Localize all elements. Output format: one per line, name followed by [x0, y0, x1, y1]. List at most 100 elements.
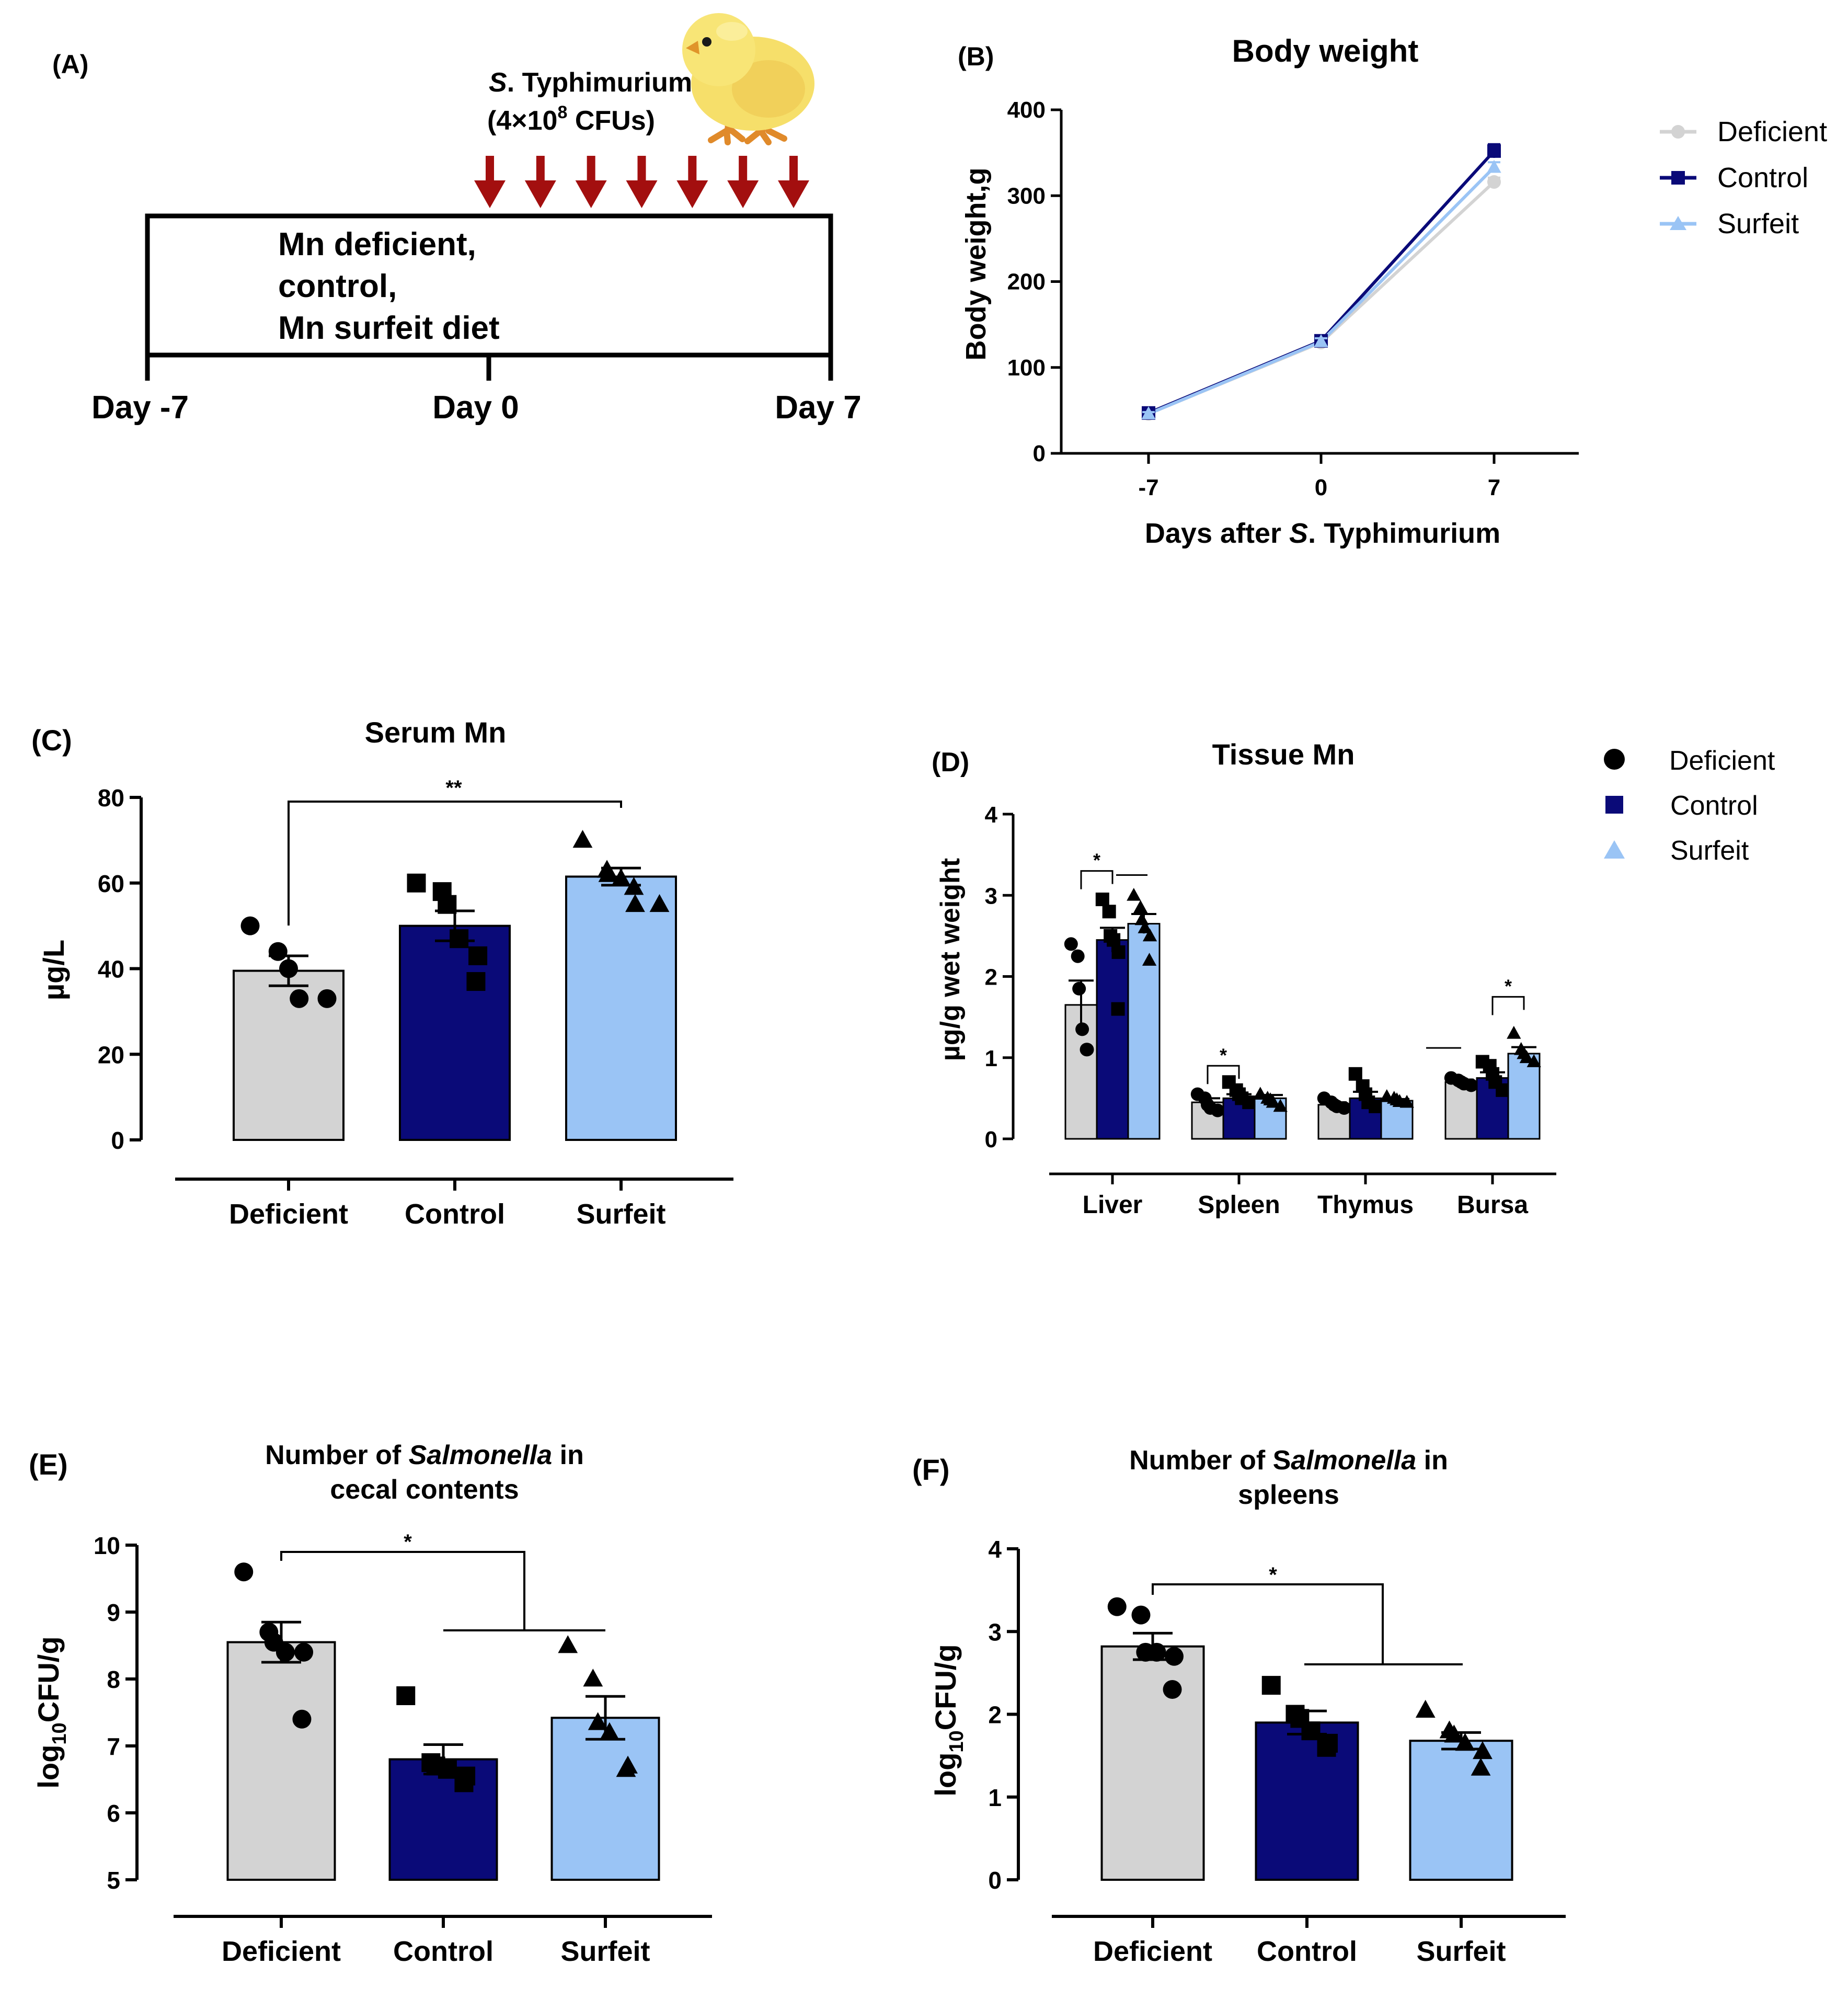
chart-e-ylabel-post: CFU/g [32, 1636, 65, 1722]
chart-b-xlabel-pre: Days after [1145, 518, 1289, 549]
chart-d-data-point [1266, 1094, 1280, 1108]
chart-d-data-point [1242, 1095, 1256, 1110]
legend-b-surfeit-label: Surfeit [1717, 208, 1799, 239]
chart-e-data-point [454, 1773, 474, 1792]
legend-d-deficient-label: Deficient [1669, 746, 1775, 776]
chart-d-significance-label: * [1093, 850, 1100, 871]
chart-b-ylabel: Body weight,g [960, 168, 992, 361]
chart-d-x-tick-label: Bursa [1457, 1191, 1528, 1219]
chart-e-data-point [396, 1686, 416, 1705]
chart-e-data-point [294, 1642, 314, 1662]
chart-f-significance-label: * [1269, 1563, 1277, 1586]
chart-d-legend: Deficient Control Surfeit [1604, 746, 1775, 866]
panel-c-serum-mn: (C) Serum Mn µg/L 0 20 40 60 80 Deficient Cont… [31, 716, 733, 1230]
chart-d-bar [1096, 939, 1129, 1140]
chart-b-y-tick-label: 300 [1007, 183, 1046, 209]
chart-b-point [1487, 159, 1501, 173]
chart-b-point [1487, 144, 1501, 158]
chart-b-x-tick-label: 7 [1488, 475, 1500, 500]
chart-e-y-tick-label: 8 [107, 1666, 120, 1693]
chart-d-y-tick-label: 1 [985, 1046, 997, 1071]
chart-e-x-tick-label: Surfeit [560, 1936, 650, 1967]
chart-f-bar [1100, 1645, 1205, 1881]
chart-d-data-point [1507, 1025, 1521, 1039]
chart-d-x-tick-label: Spleen [1198, 1191, 1280, 1219]
chart-f-data-point [1261, 1676, 1281, 1695]
chart-e-y-tick-label: 5 [107, 1867, 120, 1894]
chart-e-ylabel-sub: 10 [49, 1722, 71, 1744]
chart-d-data-point [1526, 1054, 1541, 1067]
diet-line3: Mn surfeit diet [278, 310, 500, 346]
chart-f-title-line1: Number of Salmonella in [1129, 1445, 1448, 1476]
legend-d-control-label: Control [1670, 791, 1758, 821]
chart-e-ylabel-pre: log [32, 1745, 65, 1789]
chart-d-significance-bracket [1207, 1065, 1240, 1084]
panel-a-label: (A) [52, 50, 88, 79]
chart-e-data-point [276, 1642, 295, 1662]
chart-f-data-point [1163, 1680, 1182, 1699]
chart-e-y-tick-label: 6 [107, 1800, 120, 1827]
panel-e-cecal-salmonella: (E) Number of Salmonella in cecal conten… [29, 1440, 712, 1967]
chart-e-plot: 5 6 7 8 9 10 Deficient Control Surfeit * [94, 1530, 712, 1967]
chart-c-data-point [572, 830, 593, 848]
chart-c-data-point [468, 946, 488, 965]
chart-b-xlabel-post: . Typhimurium [1308, 518, 1500, 549]
chart-d-title: Tissue Mn [1212, 738, 1355, 771]
chart-c-bar [399, 924, 511, 1141]
legend-d-control-marker [1605, 796, 1623, 814]
chart-e-data-point [234, 1562, 254, 1582]
chart-f-data-point [1317, 1738, 1336, 1757]
chart-d-significance-label: * [1220, 1044, 1227, 1066]
panel-b-body-weight: (B) Body weight Body weight,g Days after… [958, 33, 1827, 549]
chart-c-plot: 0 20 40 60 80 Deficient Control Surfeit ** [98, 776, 733, 1230]
chart-c-y-tick-label: 20 [98, 1041, 124, 1068]
chart-b-y-tick-label: 400 [1007, 97, 1046, 123]
chart-d-data-point [1133, 900, 1148, 913]
chart-d-data-point [1111, 1002, 1125, 1016]
chart-f-plot: 0 1 2 3 4 Deficient Control Surfeit * [988, 1536, 1566, 1967]
panel-f-spleen-salmonella: (F) Number of Salmonella in spleens log1… [912, 1445, 1566, 1967]
chart-f-y-tick-label: 1 [988, 1784, 1002, 1811]
chart-d-data-point [1127, 887, 1141, 901]
chart-d-data-point [1399, 1094, 1414, 1108]
chart-d-data-point [1142, 953, 1157, 966]
chart-f-data-point [1471, 1757, 1491, 1776]
chart-c-ylabel: µg/L [37, 940, 70, 1000]
chart-d-data-point [1064, 937, 1078, 951]
chart-d-data-point [1075, 1022, 1089, 1036]
legend-b-surfeit-marker [1670, 216, 1686, 230]
chart-d-data-point [1102, 905, 1116, 919]
chart-f-ylabel: log10CFU/g [929, 1644, 968, 1796]
infection-label-line1: S. Typhimurium [489, 67, 692, 98]
legend-d-deficient-marker [1604, 749, 1625, 770]
infection-dose-post: CFUs) [567, 106, 655, 136]
timeline-day-end: Day 7 [775, 390, 861, 426]
chart-d-plot: 0 1 2 3 4 Liver Spleen Thymus Bursa * * * [985, 802, 1556, 1219]
chart-f-data-point [1164, 1647, 1184, 1666]
chart-f-title-italic: almonella [1291, 1445, 1416, 1476]
chart-e-title-line2: cecal contents [330, 1475, 519, 1505]
chart-b-plot: 0 100 200 300 400 -7 0 7 [1007, 97, 1579, 500]
chart-f-y-tick-label: 4 [988, 1536, 1002, 1563]
chart-d-data-point [1273, 1099, 1288, 1112]
legend-b-control-label: Control [1717, 162, 1808, 193]
chart-d-data-point [1111, 945, 1126, 959]
chart-e-x-tick-label: Control [393, 1936, 493, 1967]
chart-d-data-point [1142, 928, 1157, 942]
chart-e-title-italic: Salmonella [409, 1440, 553, 1470]
chart-c-x-tick-label: Control [405, 1198, 505, 1230]
chart-d-x-tick-label: Thymus [1317, 1191, 1414, 1219]
legend-d-surfeit-label: Surfeit [1670, 836, 1749, 866]
chart-c-title: Serum Mn [365, 716, 507, 749]
chart-d-data-point [1253, 1087, 1268, 1100]
chart-d-data-point [1337, 1101, 1351, 1115]
chart-e-title-line1: Number of Salmonella in [265, 1440, 584, 1470]
chart-c-data-point [450, 929, 469, 949]
panel-e-label: (E) [29, 1448, 68, 1481]
chart-e-data-point [292, 1709, 312, 1729]
timeline-day-start: Day -7 [91, 390, 189, 426]
chart-f-y-tick-label: 2 [988, 1701, 1002, 1729]
chart-e-y-tick-label: 7 [107, 1733, 120, 1760]
chart-d-bar [1127, 923, 1161, 1140]
